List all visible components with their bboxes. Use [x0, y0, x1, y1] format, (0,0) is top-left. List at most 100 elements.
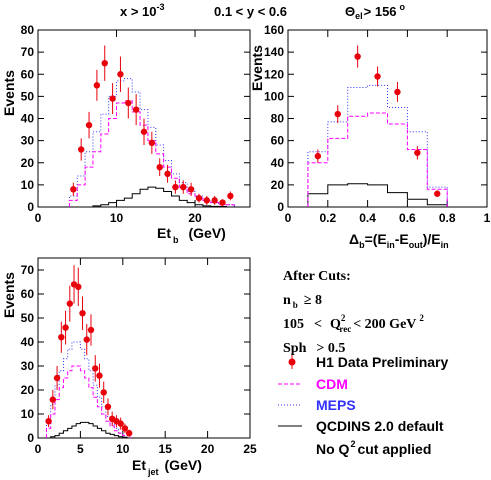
legend-entry-data: H1 Data Preliminary	[288, 354, 448, 370]
panel-etjet-xtick-label: 10	[116, 442, 130, 456]
panel-delta-data-point	[414, 149, 421, 156]
panel-etb-data-point	[77, 146, 85, 153]
panel-etjet-cdm-histogram	[45, 365, 132, 438]
panel-etjet-ytick-label: 60	[21, 287, 35, 301]
panel-etb-data-point	[148, 139, 156, 147]
panel-etjet-ytick-label: 50	[21, 311, 35, 325]
legend-note: No Q2 cut applied	[316, 439, 431, 457]
panel-etb-data-point	[85, 121, 93, 129]
panel-delta-data-point	[334, 110, 341, 118]
panel-etjet-data-point	[92, 365, 99, 372]
panel-etb-ytick-label: 70	[21, 45, 35, 59]
panel-etjet-ytick-label: 40	[21, 335, 35, 349]
cut-sph: Sph > 0.5	[283, 341, 345, 356]
panel-delta-frame	[287, 29, 488, 208]
legend-qcdins-label: QCDINS 2.0 default	[316, 418, 444, 434]
panel-etb-xtick-label: 20	[188, 211, 202, 225]
panel-etb-data-point	[125, 99, 132, 107]
panel-delta-ytick-label: 80	[271, 112, 285, 126]
panel-etjet-ytick-label: 10	[21, 407, 35, 421]
panel-etb-ytick-label: 40	[21, 112, 35, 126]
panel-delta-meps-histogram	[307, 84, 448, 207]
panel-etjet-data-point	[53, 374, 61, 382]
cuts-title: After Cuts:	[283, 269, 351, 284]
panel-delta-data-point	[394, 88, 401, 96]
panel-etjet-ytick-label: 0	[27, 431, 34, 445]
panel-etjet-xtick-label: 20	[201, 442, 215, 456]
panel-delta-ytick-label: 140	[264, 45, 284, 59]
legend-entry-meps: MEPS	[278, 397, 356, 413]
panel-delta-xtick-label: 0.2	[319, 211, 336, 225]
legend-meps-label: MEPS	[316, 397, 356, 413]
panel-delta-data-point	[314, 152, 322, 160]
legend-cdm-label: CDM	[316, 376, 348, 392]
panel-delta-ytick-label: 0	[277, 200, 284, 214]
panel-etb-data-point	[164, 170, 171, 178]
panel-etjet: 0 10 20 30 40 50 60 70 0 5 10 15 20 25 Events Et jet (G…	[1, 257, 257, 477]
panel-delta-xlabel: Δb=(Ein-Eout)/Ein	[349, 231, 449, 250]
y-cut-label: 0.1 < y < 0.6	[214, 4, 287, 19]
panel-etb-ytick-label: 80	[21, 23, 35, 37]
panel-etjet-data-point	[66, 300, 74, 307]
panel-delta-xtick-label: 1	[484, 211, 491, 225]
panel-etb-xtick-label: 0	[35, 211, 42, 225]
panel-etjet-xtick-label: 25	[243, 442, 257, 456]
panel-etjet-frame	[37, 257, 251, 439]
panel-etb-qcdins-histogram	[69, 186, 235, 208]
panel-etb-data-point	[172, 183, 179, 191]
panel-etb-ytick-label: 50	[21, 89, 35, 103]
legend-data-marker	[288, 358, 296, 366]
panel-delta-cdm-histogram	[307, 112, 448, 207]
panel-etb-xtick-label: 10	[110, 211, 124, 225]
panel-etb-data-point	[70, 186, 77, 193]
panel-etjet-data-point	[117, 420, 124, 427]
panel-delta: 0 20 40 60 80 100 120 140 160 0 0.2 0.4 0.6 0.8 1 Even…	[249, 23, 491, 250]
panel-etb-xlabel: Et b (GeV)	[157, 225, 226, 245]
panel-etjet-ytick-label: 30	[21, 359, 35, 373]
panel-etjet-xlabel: Et jet (GeV)	[132, 457, 202, 477]
panel-etjet-data-point	[87, 326, 95, 334]
panel-etb-data-point	[187, 186, 195, 193]
panel-etjet-data-point	[100, 389, 107, 396]
panel-etjet-data-point	[125, 430, 133, 437]
panel-etb-data-point	[101, 59, 108, 67]
panel-etb-data-point	[117, 71, 124, 78]
panel-delta-xtick-label: 0.6	[399, 211, 416, 225]
panel-delta-ytick-label: 120	[264, 67, 284, 81]
legend-entry-cdm: CDM	[278, 376, 348, 392]
panel-etjet-data-point	[49, 396, 57, 403]
panel-delta-data-point	[354, 53, 361, 60]
panel-etjet-xtick-label: 5	[77, 442, 84, 456]
panel-delta-ytick-label: 60	[271, 134, 285, 148]
panel-etb-data-point	[140, 128, 148, 135]
panel-etjet-data-point	[121, 425, 129, 432]
panel-etjet-data-point	[79, 310, 86, 317]
panel-etjet-qcdins-histogram	[46, 421, 132, 439]
panel-delta-qcdins-histogram	[307, 183, 448, 207]
x-cut-label: x > 10-3	[120, 2, 165, 19]
panel-etb-data-point	[180, 183, 187, 191]
panel-etjet-ytick-label: 70	[21, 263, 35, 277]
cut-nb: n b ≥ 8	[283, 293, 322, 310]
panel-delta-data-point	[434, 190, 441, 197]
panel-etb-ylabel: Events	[1, 70, 17, 116]
panel-etb-ytick-label: 20	[21, 156, 35, 170]
legend: H1 Data Preliminary CDM MEPS QCDINS 2.0 …	[278, 354, 448, 457]
panel-etjet-data-point	[96, 372, 103, 379]
panel-delta-ytick-label: 160	[264, 23, 284, 37]
panel-etjet-ytick-label: 20	[21, 383, 35, 397]
panel-etb-ytick-label: 30	[21, 134, 35, 148]
theta-cut-label: Θel> 156 o	[345, 2, 406, 21]
legend-entry-qcdins: QCDINS 2.0 default	[278, 418, 444, 434]
panel-etb-data-point	[195, 194, 203, 202]
panel-delta-xtick-label: 0	[285, 211, 292, 225]
panel-etjet-ylabel: Events	[1, 272, 17, 318]
panel-etjet-data-point	[58, 334, 65, 341]
panel-delta-ylabel: Events	[249, 45, 265, 91]
cuts-box: After Cuts: n b ≥ 8 105 < Q2 rec < 200 GeV 2 Sp…	[283, 269, 424, 356]
cut-q2: 105 < Q2 rec < 200 GeV 2	[283, 313, 424, 334]
panel-etjet-xtick-label: 0	[35, 442, 42, 456]
panel-etb-data-point	[227, 192, 234, 200]
panel-delta-data-point	[374, 73, 381, 80]
